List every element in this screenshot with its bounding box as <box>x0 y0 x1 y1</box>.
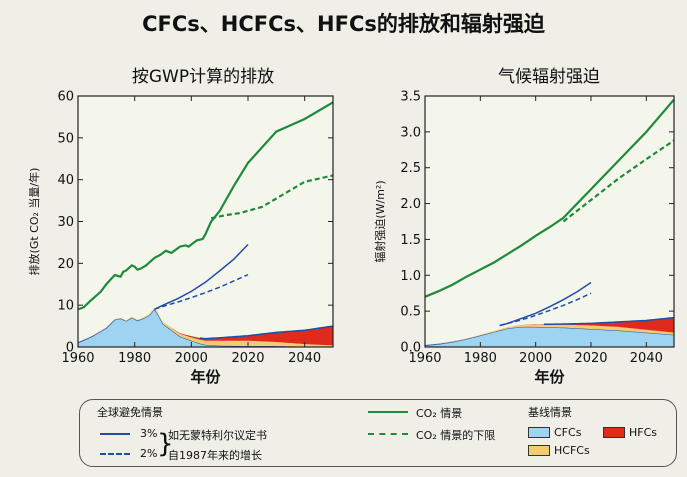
chart1-y-tick-label: 60 <box>57 90 74 105</box>
chart1-co2-lower-line <box>210 174 334 220</box>
chart2-x-tick-label: 1960 <box>408 351 441 366</box>
chart1-co2-line <box>77 101 334 311</box>
chart2-hcfcs-area <box>425 324 674 346</box>
legend-hcfcs-swatch <box>528 445 550 456</box>
chart2-hfcs-area <box>425 317 674 346</box>
chart2-y-tick-label: 3.0 <box>400 125 421 140</box>
chart1-hfcs-outline <box>199 325 334 340</box>
chart1-y-tick-label: 30 <box>57 215 74 230</box>
chart2-co2-lower-line <box>562 139 675 223</box>
legend-montreal: 如无蒙特利尔议定书 <box>168 429 267 442</box>
legend-co2-line <box>368 411 408 413</box>
chart1-x-tick-label: 1980 <box>118 351 151 366</box>
legend-hfcs: HFCs <box>629 426 658 439</box>
chart2-y-tick-label: 1.0 <box>400 269 421 284</box>
chart2-co2-line <box>424 98 675 298</box>
legend-3pct: 3% <box>140 427 158 440</box>
chart1-x-tick-label: 2000 <box>175 351 208 366</box>
legend: 全球避免情景 3% 2% } 如无蒙特利尔议定书 自1987年来的增长 CO₂ … <box>79 399 677 467</box>
chart2-plot-area <box>425 96 674 347</box>
legend-2pct: 2% <box>140 447 158 460</box>
chart2-y-tick-label: 2.0 <box>400 197 421 212</box>
chart2-y-tick-label: 3.5 <box>400 90 421 105</box>
legend-cfcs-swatch <box>528 427 550 438</box>
chart1-avoided-3pct-line <box>154 243 249 311</box>
legend-3pct-line <box>100 433 130 435</box>
legend-avoided-heading: 全球避免情景 <box>97 406 163 419</box>
chart2-y-tick-label: 1.5 <box>400 233 421 248</box>
chart1-x-tick-label: 1960 <box>61 351 94 366</box>
legend-hcfcs: HCFCs <box>554 444 590 457</box>
chart1-y-axis-label: 排放(Gt CO₂ 当量/年) <box>27 168 41 276</box>
chart1-y-tick-label: 0 <box>66 341 74 356</box>
chart2-y-axis-label: 辐射强迫(W/m²) <box>373 180 387 262</box>
charts-canvas: 0 10 20 30 40 50 60 1960 1980 2000 2020 2040 年份 排放(Gt… <box>27 90 675 386</box>
chart2-x-tick-label: 2020 <box>574 351 607 366</box>
chart2-y-tick-label: 0.0 <box>400 341 421 356</box>
chart2-y-tick-label: 2.5 <box>400 161 421 176</box>
chart1-y-tick-label: 20 <box>57 257 74 272</box>
legend-co2-lower: CO₂ 情景的下限 <box>416 429 496 442</box>
chart1-plot-area <box>78 96 333 347</box>
chart1-hfcs-area <box>78 307 333 346</box>
chart2-x-tick-label: 2040 <box>630 351 663 366</box>
chart1-avoided-2pct-line <box>154 273 249 311</box>
chart1-cfcs-area <box>78 309 333 347</box>
legend-growth: 自1987年来的增长 <box>168 449 262 462</box>
chart2-cfcs-area <box>425 326 674 347</box>
chart2-y-tick-label: 0.5 <box>400 305 421 320</box>
legend-cfcs: CFCs <box>554 426 582 439</box>
left-chart-title: 按GWP计算的排放 <box>131 67 275 87</box>
chart2-hfcs-outline <box>543 316 675 326</box>
main-title: CFCs、HCFCs、HFCs的排放和辐射强迫 <box>142 12 545 36</box>
chart2-frame <box>424 95 675 348</box>
legend-2pct-line <box>100 453 130 455</box>
chart1-y-tick-label: 50 <box>57 131 74 146</box>
legend-co2: CO₂ 情景 <box>416 407 463 420</box>
chart2-x-axis-label: 年份 <box>534 368 565 386</box>
right-chart-title: 气候辐射强迫 <box>498 67 600 87</box>
legend-co2-lower-line <box>368 433 408 435</box>
chart1-x-tick-label: 2020 <box>231 351 264 366</box>
chart1-y-tick-label: 40 <box>57 173 74 188</box>
chart2-x-tick-label: 2000 <box>519 351 552 366</box>
legend-hfcs-swatch <box>603 427 625 438</box>
chart1-x-axis-label: 年份 <box>190 368 221 386</box>
chart1-x-tick-label: 2040 <box>288 351 321 366</box>
legend-baseline-heading: 基线情景 <box>528 406 572 419</box>
chart2-avoided-2pct-line <box>499 292 592 327</box>
legend-brace: } <box>157 429 174 459</box>
chart2-x-tick-label: 1980 <box>464 351 497 366</box>
chart1-y-tick-label: 10 <box>57 299 74 314</box>
